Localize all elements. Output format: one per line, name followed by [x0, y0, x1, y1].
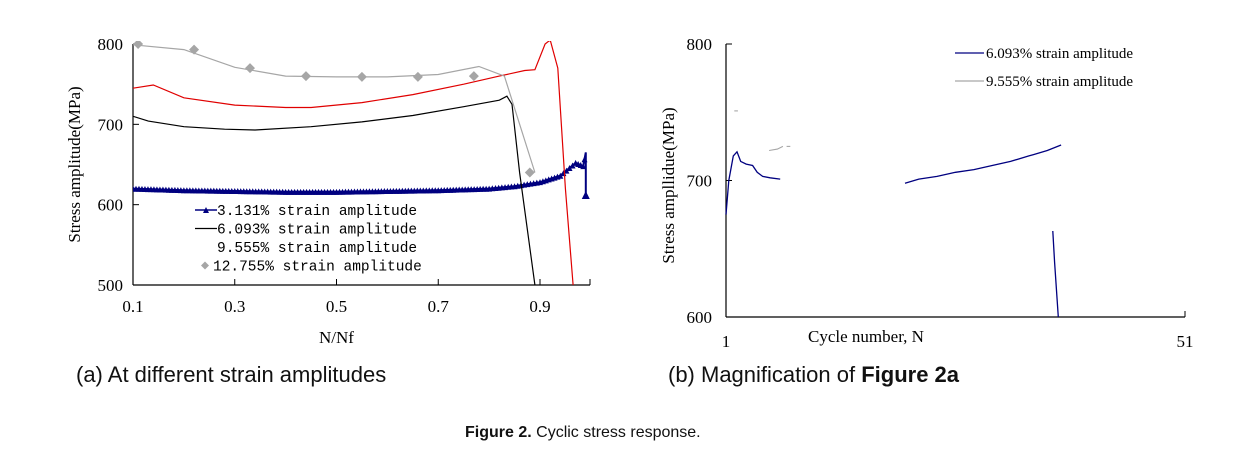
series-12-755-marker — [300, 71, 311, 82]
series-12-755-marker — [412, 71, 423, 82]
caption-b-figure-link[interactable]: Figure 2a — [861, 362, 960, 387]
legend-label-series-12-755: 12.755% strain amplitude — [213, 260, 422, 276]
y-tick-label: 800 — [687, 35, 713, 54]
x-tick-label: 0.9 — [529, 297, 550, 316]
x-axis-label: N/Nf — [319, 328, 354, 347]
series-12-755-marker — [133, 41, 144, 49]
y-tick-label: 600 — [98, 196, 124, 215]
series-6-093-line — [1052, 230, 1059, 318]
series-3-131-marker — [557, 172, 564, 179]
chart-b-magnification: 600 700 800 1 51 Cycle number, N Stress amplli… — [659, 35, 1194, 351]
figure-caption: Figure 2. Cyclic stress response. — [465, 424, 701, 442]
series-12-755-marker — [356, 71, 367, 82]
series-6-093-line — [904, 144, 1062, 184]
figure-caption-text: Cyclic stress response. — [531, 424, 701, 441]
caption-a-text: (a) At different strain amplitudes — [76, 362, 387, 387]
series-12-755-marker — [468, 71, 479, 82]
y-tick-label: 600 — [687, 308, 713, 327]
legend-label-series-9-555: 9.555% strain amplitude — [217, 241, 417, 257]
caption-b-text: (b) Magnification of — [668, 362, 862, 387]
x-tick-label: 0.3 — [224, 297, 245, 316]
y-tick-label: 800 — [98, 35, 124, 54]
legend-label-series-6-093: 6.093% strain amplitude — [217, 223, 417, 239]
series-12-755-marker — [245, 63, 256, 74]
series-12-755-marker — [524, 167, 535, 178]
x-tick-label: 0.7 — [428, 297, 450, 316]
series-3-131-marker — [581, 191, 590, 200]
series-3-131-marker — [581, 156, 588, 163]
series-6-093-line — [133, 95, 536, 285]
legend-label-series-3-131: 3.131% strain amplitude — [217, 204, 417, 220]
series-3-131-marker — [569, 162, 576, 169]
x-tick-label: 0.1 — [122, 297, 143, 316]
legend-label-series-9-555: 9.555% strain amplitude — [986, 74, 1133, 90]
x-axis-label: Cycle number, N — [808, 327, 924, 346]
legend-swatch-diamond — [201, 261, 209, 270]
caption-a: (a) At different strain amplitudes — [76, 362, 386, 388]
caption-b: (b) Magnification of Figure 2a — [668, 362, 959, 388]
figure-label: Figure 2. — [465, 424, 532, 441]
legend-label-series-6-093: 6.093% strain amplitude — [986, 46, 1133, 62]
chart-a-stress-vs-life-fraction: 500 600 700 800 0.1 0.3 0.5 0.7 0.9 N/Nf Stress am… — [65, 35, 591, 347]
series-6-093-line — [725, 150, 781, 215]
x-tick-label: 1 — [722, 332, 731, 351]
y-tick-label: 700 — [687, 172, 713, 191]
x-tick-label: 51 — [1177, 332, 1194, 351]
legend-b: 6.093% strain amplitude 9.555% strain amp… — [955, 46, 1133, 90]
series-9-555-line — [133, 41, 574, 285]
series-9-555-line — [769, 145, 784, 152]
y-tick-label: 500 — [98, 276, 124, 295]
y-tick-label: 700 — [98, 115, 124, 134]
y-axis-label: Stress ampllidue(MPa) — [659, 107, 678, 263]
x-tick-label: 0.5 — [326, 297, 347, 316]
y-axis-label: Stress amplitude(MPa) — [65, 86, 84, 242]
series-12-755-marker — [189, 44, 200, 55]
series-3-131-marker — [580, 163, 587, 170]
legend-swatch-triangle — [203, 207, 209, 213]
plot-area — [133, 41, 590, 285]
legend-a: 3.131% strain amplitude 6.093% strain amp… — [195, 204, 422, 276]
series-3-131-marker — [566, 165, 573, 172]
